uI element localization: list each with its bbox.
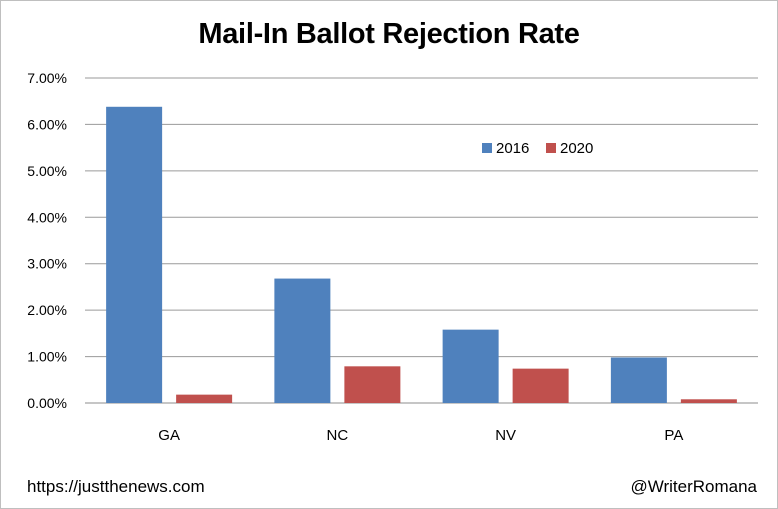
y-tick-label: 5.00%: [27, 163, 67, 179]
bar-2016-nv: [442, 329, 499, 403]
legend-label-2016: 2016: [496, 140, 529, 157]
bar-2020-pa: [680, 399, 737, 403]
bar-2020-nc: [344, 366, 401, 403]
bar-2020-ga: [176, 394, 233, 403]
legend-label-2020: 2020: [560, 140, 593, 157]
credit-note: @WriterRomana: [630, 477, 757, 496]
bar-2016-ga: [106, 106, 163, 404]
y-tick-label: 3.00%: [27, 256, 67, 272]
x-tick-label: PA: [664, 427, 683, 444]
y-tick-label: 1.00%: [27, 349, 67, 365]
x-tick-label: GA: [158, 427, 180, 444]
bar-2016-nc: [274, 278, 331, 403]
legend-swatch-2016: [482, 143, 492, 153]
bar-2016-pa: [610, 357, 667, 403]
x-tick-label: NV: [495, 427, 516, 444]
y-tick-label: 4.00%: [27, 209, 67, 225]
legend-swatch-2020: [546, 143, 556, 153]
x-tick-label: NC: [327, 427, 349, 444]
y-tick-label: 2.00%: [27, 302, 67, 318]
y-tick-label: 7.00%: [27, 70, 67, 86]
bar-2020-nv: [512, 368, 569, 403]
source-note: https://justthenews.com: [27, 477, 205, 496]
y-tick-label: 0.00%: [27, 395, 67, 411]
y-tick-label: 6.00%: [27, 116, 67, 132]
chart-title: Mail-In Ballot Rejection Rate: [198, 18, 580, 50]
